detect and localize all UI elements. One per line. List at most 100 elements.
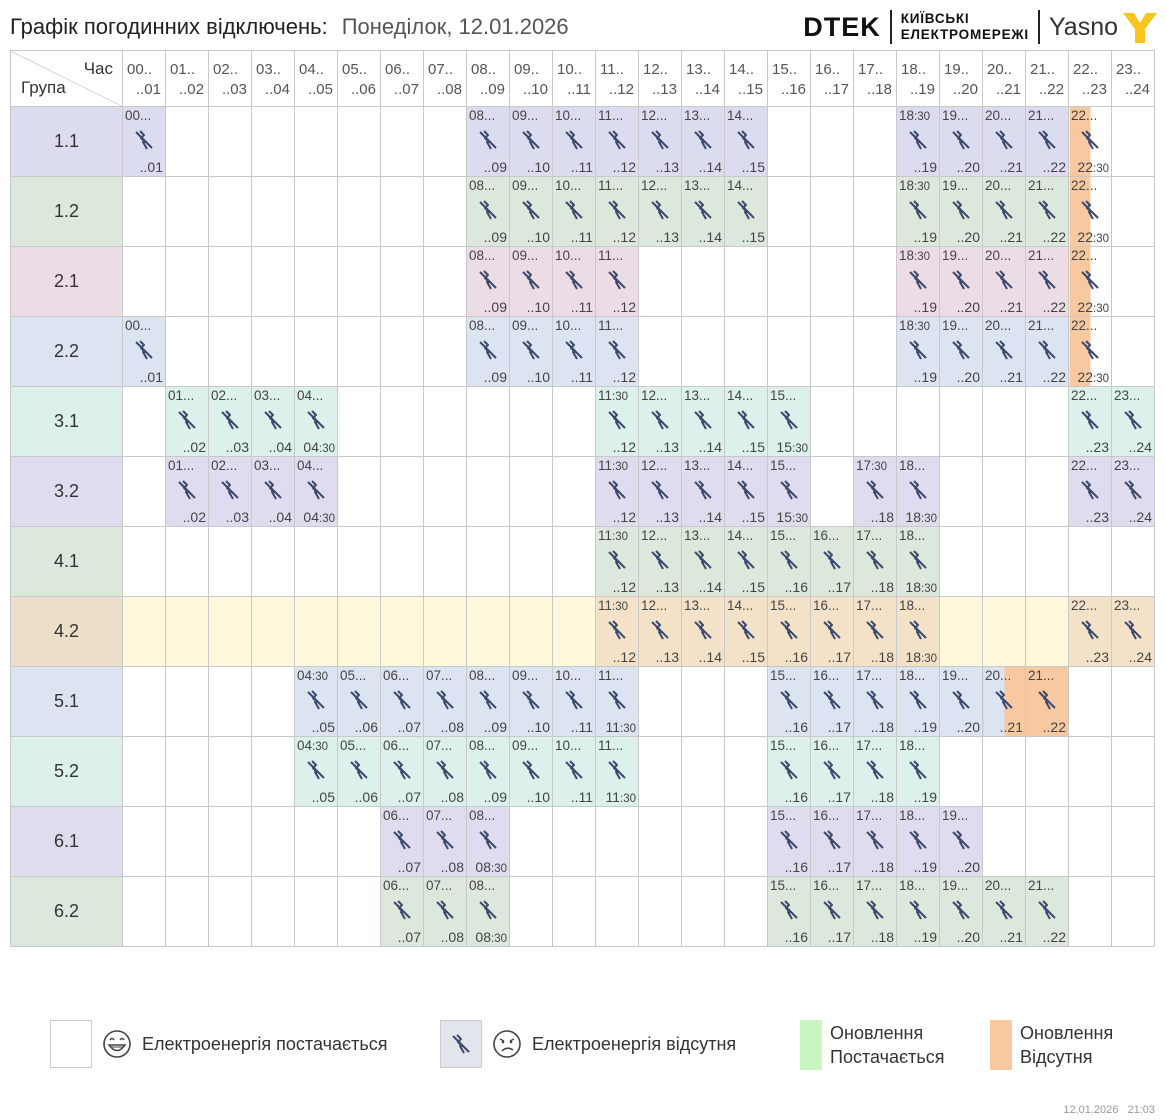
outage-cell: 20... ..21 bbox=[982, 876, 1026, 947]
outage-cell: 12... ..13 bbox=[638, 106, 682, 177]
power-on-cell bbox=[767, 316, 811, 387]
outage-cell: 10... ..11 bbox=[552, 106, 596, 177]
outage-cell: 10... ..11 bbox=[552, 176, 596, 247]
cell-start: 04:30 bbox=[297, 668, 329, 683]
power-off-icon bbox=[350, 760, 368, 780]
power-off-icon bbox=[608, 410, 626, 430]
cell-end: ..03 bbox=[225, 509, 249, 525]
outage-cell: 13... ..14 bbox=[681, 596, 725, 667]
outage-cell: 11:30 ..12 bbox=[595, 386, 639, 457]
outage-cell: 18... 18:30 bbox=[896, 456, 940, 527]
hour-header: 17.. ..18 bbox=[853, 50, 897, 107]
power-on-cell bbox=[552, 876, 596, 947]
cell-start: 18:30 bbox=[899, 248, 931, 263]
cell-start: 11... bbox=[598, 318, 624, 333]
outage-cell: 18... 18:30 bbox=[896, 526, 940, 597]
cell-end: ..18 bbox=[870, 929, 894, 945]
cell-end: ..13 bbox=[655, 439, 679, 455]
power-on-cell bbox=[423, 246, 467, 317]
dtek-logo-text: DTEK bbox=[803, 11, 881, 42]
cell-start: 11... bbox=[598, 668, 624, 683]
hour-end: ..01 bbox=[135, 81, 161, 98]
cell-start: 17... bbox=[856, 598, 883, 613]
outage-cell: 00... ..01 bbox=[122, 316, 166, 387]
power-off-icon bbox=[452, 1034, 470, 1054]
power-off-icon bbox=[436, 900, 454, 920]
cell-end: ..13 bbox=[655, 649, 679, 665]
outage-cell: 14... ..15 bbox=[724, 106, 768, 177]
cell-start: 18... bbox=[899, 738, 926, 753]
cell-end: ..18 bbox=[870, 509, 894, 525]
power-on-cell bbox=[337, 176, 381, 247]
outage-cell: 04... 04:30 bbox=[294, 386, 338, 457]
power-off-icon bbox=[608, 130, 626, 150]
power-on-cell bbox=[208, 596, 252, 667]
cell-start: 07... bbox=[426, 668, 453, 683]
outage-cell: 02... ..03 bbox=[208, 456, 252, 527]
power-on-cell bbox=[251, 176, 295, 247]
power-on-cell bbox=[1111, 246, 1155, 317]
power-on-cell bbox=[380, 106, 424, 177]
cell-start: 17:30 bbox=[856, 458, 888, 473]
outage-cell: 09... ..10 bbox=[509, 106, 553, 177]
power-off-icon bbox=[1038, 900, 1056, 920]
power-off-icon bbox=[651, 480, 669, 500]
power-on-cell bbox=[208, 526, 252, 597]
power-off-icon bbox=[436, 760, 454, 780]
power-on-cell bbox=[552, 456, 596, 527]
power-off-icon bbox=[866, 690, 884, 710]
power-off-icon bbox=[909, 760, 927, 780]
power-on-cell bbox=[1025, 806, 1069, 877]
power-off-icon bbox=[479, 130, 497, 150]
power-off-icon bbox=[608, 270, 626, 290]
power-off-icon bbox=[1081, 340, 1099, 360]
cell-start: 04... bbox=[297, 458, 324, 473]
cell-end: 22:30 bbox=[1077, 159, 1109, 175]
power-on-cell bbox=[466, 456, 510, 527]
cell-start: 09... bbox=[512, 178, 539, 193]
cell-start: 16... bbox=[813, 528, 840, 543]
legend-swatch-off bbox=[440, 1020, 482, 1068]
power-off-icon bbox=[737, 200, 755, 220]
outage-cell: 18... 18:30 bbox=[896, 596, 940, 667]
cell-start: 10... bbox=[555, 738, 582, 753]
cell-start: 09... bbox=[512, 108, 539, 123]
power-off-icon bbox=[479, 830, 497, 850]
power-on-cell bbox=[982, 736, 1026, 807]
group-label: 6.2 bbox=[10, 876, 123, 947]
power-on-cell bbox=[165, 596, 209, 667]
outage-cell: 07... ..08 bbox=[423, 736, 467, 807]
cell-end: ..07 bbox=[397, 859, 421, 875]
power-off-icon bbox=[823, 550, 841, 570]
cell-start: 20... bbox=[985, 108, 1012, 123]
group-row: 2.1 08... ..09 09... ..10 10... ..11 11... ..12 1… bbox=[10, 246, 1155, 317]
outage-cell: 11:30 ..12 bbox=[595, 526, 639, 597]
cell-start: 16... bbox=[813, 738, 840, 753]
cell-end: ..15 bbox=[741, 649, 765, 665]
power-off-icon bbox=[608, 340, 626, 360]
cell-end: ..11 bbox=[570, 369, 593, 385]
cell-end: 18:30 bbox=[905, 579, 937, 595]
power-on-cell bbox=[337, 246, 381, 317]
hour-header: 19.. ..20 bbox=[939, 50, 983, 107]
power-on-cell bbox=[810, 386, 854, 457]
hour-end: ..18 bbox=[866, 81, 892, 98]
power-on-cell bbox=[466, 386, 510, 457]
power-on-cell bbox=[466, 526, 510, 597]
cell-end: ..20 bbox=[956, 719, 980, 735]
hour-start: 01.. bbox=[170, 61, 196, 78]
hour-start: 05.. bbox=[342, 61, 368, 78]
power-on-cell bbox=[122, 176, 166, 247]
outage-cell: 11:30 ..12 bbox=[595, 596, 639, 667]
power-off-icon bbox=[823, 900, 841, 920]
cell-start: 11... bbox=[598, 248, 624, 263]
group-row: 4.1 11:30 ..12 12... ..13 13... ..14 14... ..15 1… bbox=[10, 526, 1155, 597]
hour-start: 21.. bbox=[1030, 61, 1056, 78]
power-on-cell bbox=[767, 106, 811, 177]
power-on-cell bbox=[294, 316, 338, 387]
cell-end: ..08 bbox=[440, 929, 464, 945]
outage-cell: 16... ..17 bbox=[810, 736, 854, 807]
cell-end: ..09 bbox=[483, 719, 507, 735]
power-off-icon bbox=[565, 270, 583, 290]
hour-header: 18.. ..19 bbox=[896, 50, 940, 107]
